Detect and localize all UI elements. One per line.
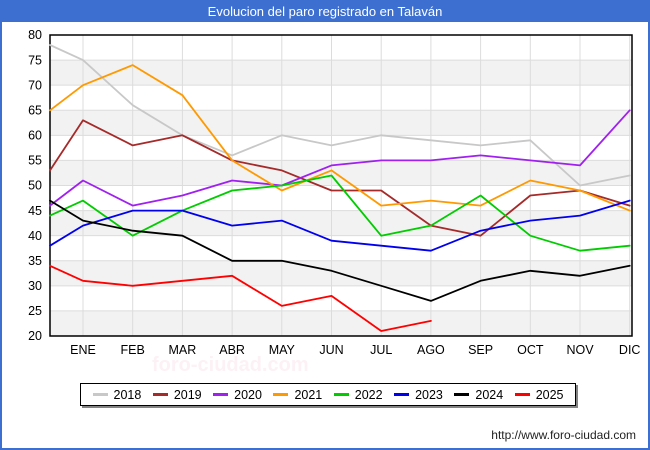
legend-swatch-icon (152, 393, 168, 396)
y-tick-label-75: 75 (28, 53, 42, 67)
series-line-2021 (49, 64, 631, 212)
x-tick-label-JUL: JUL (370, 343, 392, 357)
x-tick-label-MAR: MAR (169, 343, 197, 357)
legend-label: 2023 (415, 387, 443, 402)
x-tick-label-DIC: DIC (619, 343, 641, 357)
legend-entry-2024: 2024 (454, 388, 503, 402)
legend-swatch-icon (333, 393, 349, 396)
x-tick-label-FEB: FEB (121, 343, 145, 357)
legend-label: 2022 (354, 387, 383, 402)
footer-url: http://www.foro-ciudad.com (491, 428, 636, 442)
y-tick-label-65: 65 (28, 103, 42, 117)
x-tick-label-SEP: SEP (468, 343, 493, 357)
legend-entry-2023: 2023 (394, 388, 443, 402)
legend-entry-2025: 2025 (514, 387, 564, 402)
y-tick-label-70: 70 (28, 78, 42, 92)
series-line-2023 (49, 199, 631, 252)
y-tick-label-25: 25 (28, 304, 42, 318)
y-tick-label-45: 45 (28, 204, 42, 218)
band-20 (50, 310, 632, 336)
page-title: Evolucion del paro registrado en Talaván (2, 2, 648, 22)
legend-label: 2024 (475, 387, 504, 402)
legend: 2018 2019 2020 2021 2022 2023 2024 2025 (80, 383, 576, 406)
legend-label: 2019 (173, 387, 202, 402)
legend-swatch-icon (394, 393, 410, 396)
y-tick-label-60: 60 (28, 129, 42, 143)
legend-swatch-icon (514, 393, 530, 396)
y-tick-label-50: 50 (28, 179, 42, 193)
series-line-2020 (49, 109, 631, 207)
series-line-2018 (49, 44, 631, 187)
series-line-2019 (49, 119, 631, 237)
legend-swatch-icon (273, 393, 289, 396)
band-60 (50, 110, 632, 136)
x-tick-label-OCT: OCT (517, 343, 544, 357)
y-tick-label-55: 55 (28, 154, 42, 168)
legend-entry-2020: 2020 (213, 388, 262, 402)
x-tick-label-NOV: NOV (566, 343, 594, 357)
x-tick-label-AGO: AGO (417, 343, 445, 357)
legend-swatch-icon (213, 393, 229, 396)
y-tick-label-30: 30 (28, 279, 42, 293)
plot-border (49, 34, 633, 337)
legend-label: 2025 (535, 387, 564, 402)
y-tick-label-80: 80 (28, 28, 42, 42)
legend-entry-2019: 2019 (152, 387, 202, 402)
legend-label: 2021 (294, 387, 323, 402)
legend-swatch-icon (92, 393, 108, 396)
band-70 (50, 60, 632, 86)
series-line-2022 (49, 174, 631, 252)
x-tick-label-JUN: JUN (319, 343, 343, 357)
y-tick-label-20: 20 (28, 329, 42, 343)
series-line-2024 (49, 199, 631, 302)
legend-entry-2018: 2018 (92, 387, 142, 402)
legend-label: 2020 (234, 387, 262, 402)
y-tick-label-40: 40 (28, 229, 42, 243)
legend-entry-2022: 2022 (333, 387, 383, 402)
y-tick-label-35: 35 (28, 254, 42, 268)
series-line-2025 (49, 264, 432, 332)
legend-entry-2021: 2021 (273, 388, 322, 402)
x-tick-label-MAY: MAY (269, 343, 296, 357)
x-tick-label-ABR: ABR (219, 343, 245, 357)
legend-label: 2018 (113, 387, 142, 402)
legend-swatch-icon (454, 393, 470, 396)
x-tick-label-ENE: ENE (70, 343, 96, 357)
